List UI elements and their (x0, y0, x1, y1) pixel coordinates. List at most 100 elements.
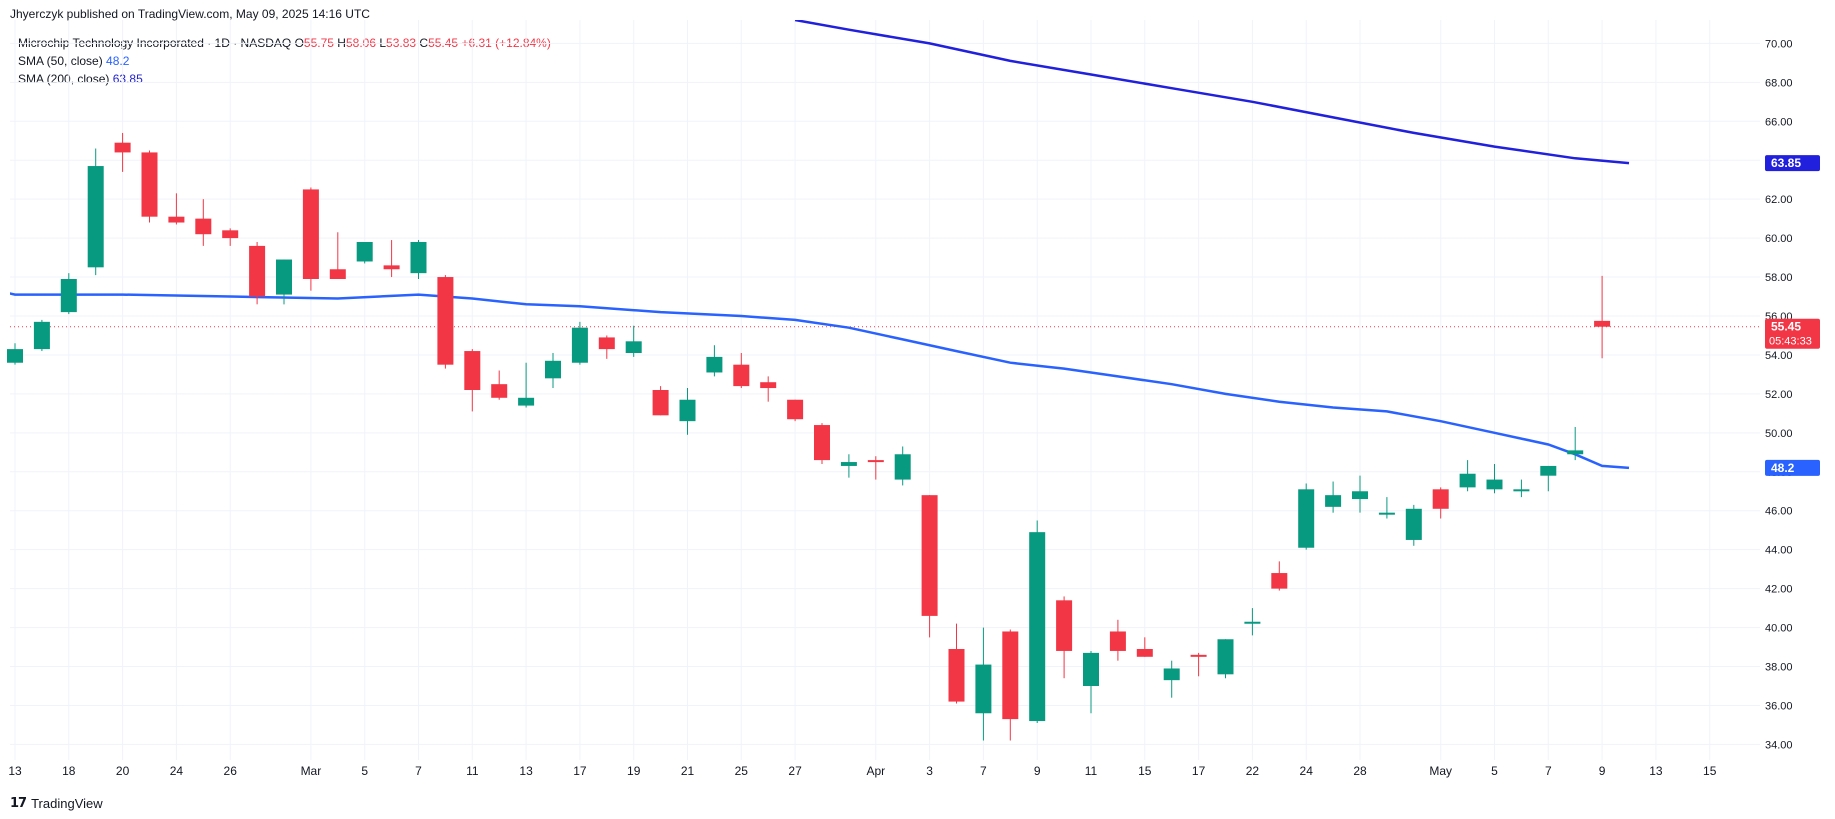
candle (383, 240, 400, 278)
candle (625, 325, 642, 357)
candle-body (410, 242, 427, 274)
x-tick-label: 24 (170, 764, 184, 778)
y-tick-label: 62.00 (1765, 194, 1793, 206)
candle (814, 423, 830, 464)
price-axis[interactable]: 70.0068.0066.0064.0062.0060.0058.0056.00… (1765, 38, 1793, 751)
candle (706, 345, 723, 377)
x-tick-label: 7 (1545, 764, 1552, 778)
candle-body (7, 349, 23, 363)
candle-body (518, 397, 535, 406)
candle (1540, 465, 1557, 492)
x-tick-label: 11 (466, 764, 479, 778)
x-tick-label: 5 (1491, 764, 1498, 778)
footer-brand[interactable]: 𝟭𝟳 TradingView (10, 795, 103, 811)
candle-body (33, 321, 50, 350)
sma50-value: 48.2 (106, 54, 130, 68)
candle (840, 454, 857, 478)
candle (787, 399, 804, 422)
candle-body (679, 399, 696, 422)
y-tick-label: 36.00 (1765, 700, 1793, 712)
candle (168, 193, 185, 225)
sma50-badge-text: 48.2 (1771, 461, 1795, 475)
y-tick-label: 34.00 (1765, 739, 1793, 751)
candle-body (1567, 450, 1584, 455)
candle-body (437, 277, 454, 365)
y-tick-label: 42.00 (1765, 584, 1793, 596)
candle-body (1325, 495, 1342, 507)
candle (1594, 275, 1611, 359)
y-tick-label: 58.00 (1765, 272, 1793, 284)
candle-body (383, 265, 400, 270)
x-tick-label: 11 (1085, 764, 1098, 778)
candle (1271, 561, 1288, 591)
y-tick-label: 46.00 (1765, 506, 1793, 518)
time-axis[interactable]: 13 18 20 24 26 Mar 5 7 11 13 17 19 21 25 27 Apr 3 7 9 11 15 1… (8, 764, 1716, 778)
x-tick-label: 19 (627, 764, 641, 778)
grid-lines (10, 20, 1760, 760)
candle (302, 187, 319, 291)
candle (1163, 660, 1180, 698)
candle (437, 275, 454, 369)
y-tick-label: 54.00 (1765, 350, 1793, 362)
x-tick-label: 17 (573, 764, 587, 778)
candle (195, 199, 212, 246)
x-tick-label: 25 (735, 764, 749, 778)
candle (329, 232, 346, 279)
candle-body (222, 230, 239, 239)
x-tick-label: 5 (361, 764, 368, 778)
candle (7, 343, 23, 365)
candle (1244, 608, 1261, 636)
candle (1217, 639, 1234, 679)
x-tick-label: May (1429, 764, 1452, 778)
candle (1405, 504, 1422, 546)
candle-body (168, 216, 185, 223)
candle-body (1029, 532, 1046, 722)
x-tick-label: 24 (1300, 764, 1314, 778)
candle (222, 228, 239, 246)
candle-body (1405, 508, 1422, 540)
candle (1378, 497, 1395, 519)
x-tick-label: 13 (1649, 764, 1663, 778)
sma200-line (794, 20, 1630, 165)
candle-body (571, 327, 588, 363)
candle-body (625, 341, 642, 353)
candle (894, 446, 911, 486)
candle-body (195, 218, 212, 235)
x-tick-label: 27 (788, 764, 802, 778)
candle (867, 456, 884, 480)
legend-sma50-row[interactable]: SMA (50, close) 48.2 (18, 52, 551, 70)
candle (733, 353, 750, 389)
candle (975, 627, 992, 741)
candle-body (894, 454, 911, 480)
candle (141, 150, 158, 223)
candle (760, 376, 777, 402)
candle-body (114, 142, 131, 153)
tradingview-logo-icon: 𝟭𝟳 (10, 795, 27, 810)
y-tick-label: 66.00 (1765, 116, 1793, 128)
candle-body (598, 337, 615, 350)
price-badges: 63.85 55.45 05:43:33 48.2 (1765, 155, 1820, 476)
candle (464, 349, 481, 412)
candle-body (60, 279, 77, 313)
candle-body (276, 259, 292, 295)
x-tick-label: 20 (116, 764, 130, 778)
candle (518, 362, 535, 408)
candle-body (1271, 573, 1288, 589)
x-tick-label: 7 (415, 764, 422, 778)
candle (249, 242, 266, 305)
x-tick-label: 26 (224, 764, 238, 778)
x-tick-label: 15 (1138, 764, 1152, 778)
y-tick-label: 38.00 (1765, 662, 1793, 674)
candle-body (141, 152, 158, 217)
candle (1056, 596, 1073, 679)
y-tick-label: 60.00 (1765, 233, 1793, 245)
y-tick-label: 40.00 (1765, 623, 1793, 635)
y-tick-label: 50.00 (1765, 428, 1793, 440)
candle-body (1244, 621, 1261, 624)
last-price-badge (1765, 318, 1820, 349)
candle-body (921, 495, 938, 616)
sma50-label: SMA (50, close) (18, 54, 103, 68)
candle-body (87, 166, 104, 268)
last-price-badge-text: 55.45 (1771, 320, 1801, 334)
